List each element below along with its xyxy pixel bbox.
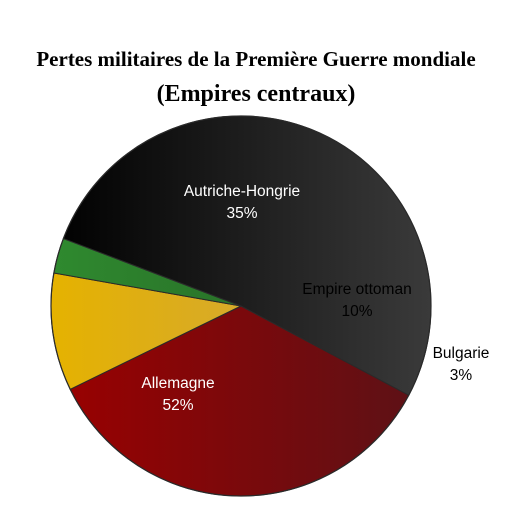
slice-value-empire-ottoman: 10% [341, 303, 372, 320]
chart-subtitle: (Empires centraux) [157, 81, 356, 107]
slice-label-autriche-hongrie: Autriche-Hongrie [184, 183, 300, 200]
slice-value-allemagne: 52% [162, 397, 193, 414]
slice-value-bulgarie: 3% [450, 367, 473, 384]
pie-slices [50, 115, 432, 497]
slice-label-allemagne: Allemagne [141, 375, 214, 392]
chart-title: Pertes militaires de la Première Guerre … [36, 47, 475, 71]
slice-label-bulgarie: Bulgarie [433, 345, 490, 362]
slice-value-autriche-hongrie: 35% [226, 205, 257, 222]
slice-label-empire-ottoman: Empire ottoman [302, 281, 411, 298]
pie-labels: Autriche-Hongrie 35% Empire ottoman 10% Bulg… [141, 183, 489, 414]
pie-outline [50, 115, 432, 497]
